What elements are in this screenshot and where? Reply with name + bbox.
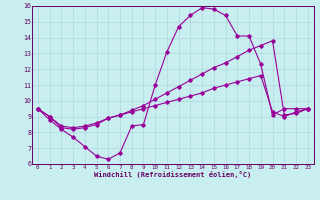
X-axis label: Windchill (Refroidissement éolien,°C): Windchill (Refroidissement éolien,°C) [94, 171, 252, 178]
